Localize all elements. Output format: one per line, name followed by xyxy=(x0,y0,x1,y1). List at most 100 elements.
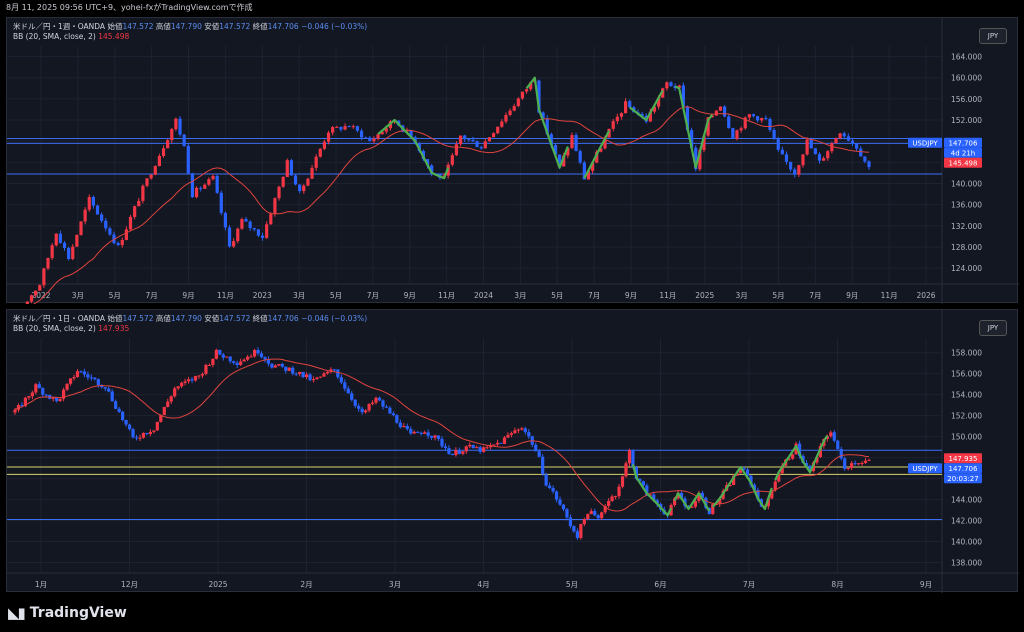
candle-body xyxy=(557,154,562,167)
y-tick-label: 156.000 xyxy=(951,370,982,379)
candle-body xyxy=(166,140,170,149)
candle-body xyxy=(544,474,548,486)
daily-chart-canvas[interactable]: 158.000156.000154.000152.000150.000148.0… xyxy=(7,310,1019,593)
weekly-low-label: 安値 xyxy=(204,22,220,31)
candle-body xyxy=(813,148,817,155)
candle-body xyxy=(450,155,454,165)
daily-legend: 米ドル／円・1日・OANDA 始値147.572 高値147.790 安値147… xyxy=(13,314,367,334)
bb-middle-line xyxy=(32,106,870,304)
candle-body xyxy=(121,411,125,420)
x-tick-label: 7月 xyxy=(588,291,600,300)
candle-body xyxy=(159,414,163,422)
candle-body xyxy=(794,443,798,455)
candle-body xyxy=(137,200,141,207)
x-tick-label: 5月 xyxy=(772,291,784,300)
tradingview-brand[interactable]: ◣▮ TradingView xyxy=(8,604,127,622)
weekly-chart-panel[interactable]: 164.000160.000156.000152.000148.000144.0… xyxy=(6,17,1019,304)
candle-body xyxy=(566,148,570,156)
price-label-bg xyxy=(944,137,982,148)
candle-body xyxy=(638,478,642,482)
x-tick-label: 9月 xyxy=(846,291,858,300)
candle-body xyxy=(797,443,802,456)
candle-body xyxy=(204,365,208,374)
candle-body xyxy=(236,228,240,242)
daily-symbol: 米ドル／円・1日・OANDA xyxy=(13,314,106,323)
price-label-bg xyxy=(908,137,942,148)
candle-body xyxy=(13,409,17,413)
weekly-bb-value: 145.498 xyxy=(98,32,130,41)
candle-body xyxy=(572,526,576,532)
x-tick-label: 2月 xyxy=(300,580,312,589)
weekly-chart-canvas[interactable]: 164.000160.000156.000152.000148.000144.0… xyxy=(7,18,1019,304)
candle-body xyxy=(516,429,520,431)
candle-body xyxy=(809,139,813,149)
weekly-open-label: 始値 xyxy=(107,22,123,31)
candle-body xyxy=(694,147,698,170)
candle-body xyxy=(302,185,306,192)
candle-body xyxy=(87,197,91,210)
candle-body xyxy=(838,133,842,139)
candle-body xyxy=(655,500,659,504)
candle-body xyxy=(377,397,382,401)
candle-body xyxy=(579,524,583,538)
candle-body xyxy=(590,162,595,171)
x-tick-label: 7月 xyxy=(743,580,755,589)
candle-body xyxy=(672,498,677,506)
candle-body xyxy=(613,496,618,498)
bb-middle-line xyxy=(14,358,870,512)
candle-body xyxy=(68,378,73,384)
candle-body xyxy=(37,384,41,389)
candle-body xyxy=(471,444,475,449)
candle-body xyxy=(380,131,384,135)
daily-currency-button[interactable]: JPY xyxy=(979,320,1007,336)
weekly-change: −0.046 (−0.03%) xyxy=(301,22,368,31)
candle-body xyxy=(242,359,246,362)
candle-body xyxy=(145,433,149,435)
candle-body xyxy=(117,408,121,412)
candle-body xyxy=(86,374,90,378)
candle-body xyxy=(537,451,541,457)
candle-body xyxy=(124,419,128,425)
candle-body xyxy=(797,165,801,175)
candle-body xyxy=(381,400,385,407)
candle-body xyxy=(252,349,257,357)
candle-body xyxy=(596,515,600,519)
candle-body xyxy=(423,432,427,434)
candle-body xyxy=(322,373,326,377)
candle-body xyxy=(631,450,635,468)
candle-body xyxy=(72,377,76,379)
daily-change: −0.046 (−0.03%) xyxy=(301,314,368,323)
weekly-currency-button[interactable]: JPY xyxy=(979,28,1007,44)
candle-body xyxy=(615,116,619,122)
candle-body xyxy=(436,435,441,439)
weekly-bb-label[interactable]: BB (20, SMA, close, 2) xyxy=(13,32,96,41)
candle-body xyxy=(127,424,132,430)
candle-body xyxy=(395,415,399,423)
candle-body xyxy=(641,481,645,486)
daily-bb-label[interactable]: BB (20, SMA, close, 2) xyxy=(13,324,96,333)
candle-body xyxy=(131,429,135,438)
daily-chart-panel[interactable]: 158.000156.000154.000152.000150.000148.0… xyxy=(6,309,1019,593)
y-tick-label: 142.000 xyxy=(951,517,982,526)
candle-body xyxy=(516,98,520,107)
candle-body xyxy=(71,246,75,259)
candle-body xyxy=(318,148,322,157)
candle-body xyxy=(277,363,281,366)
candle-body xyxy=(704,497,708,508)
candle-body xyxy=(360,408,364,413)
candle-body xyxy=(180,382,184,387)
price-label-bg xyxy=(944,453,982,464)
y-tick-label: 132.000 xyxy=(951,222,982,231)
candle-body xyxy=(698,149,702,170)
price-label-text: USDJPY xyxy=(912,465,938,473)
candle-body xyxy=(252,228,256,230)
candle-body xyxy=(504,114,508,122)
wave-line xyxy=(673,492,711,512)
weekly-legend: 米ドル／円・1週・OANDA 始値147.572 高値147.790 安値147… xyxy=(13,22,367,42)
candle-body xyxy=(656,97,661,107)
candle-body xyxy=(787,458,791,460)
y-tick-label: 124.000 xyxy=(951,264,982,273)
candle-body xyxy=(714,504,718,506)
candle-body xyxy=(44,394,48,396)
candle-body xyxy=(523,428,527,433)
